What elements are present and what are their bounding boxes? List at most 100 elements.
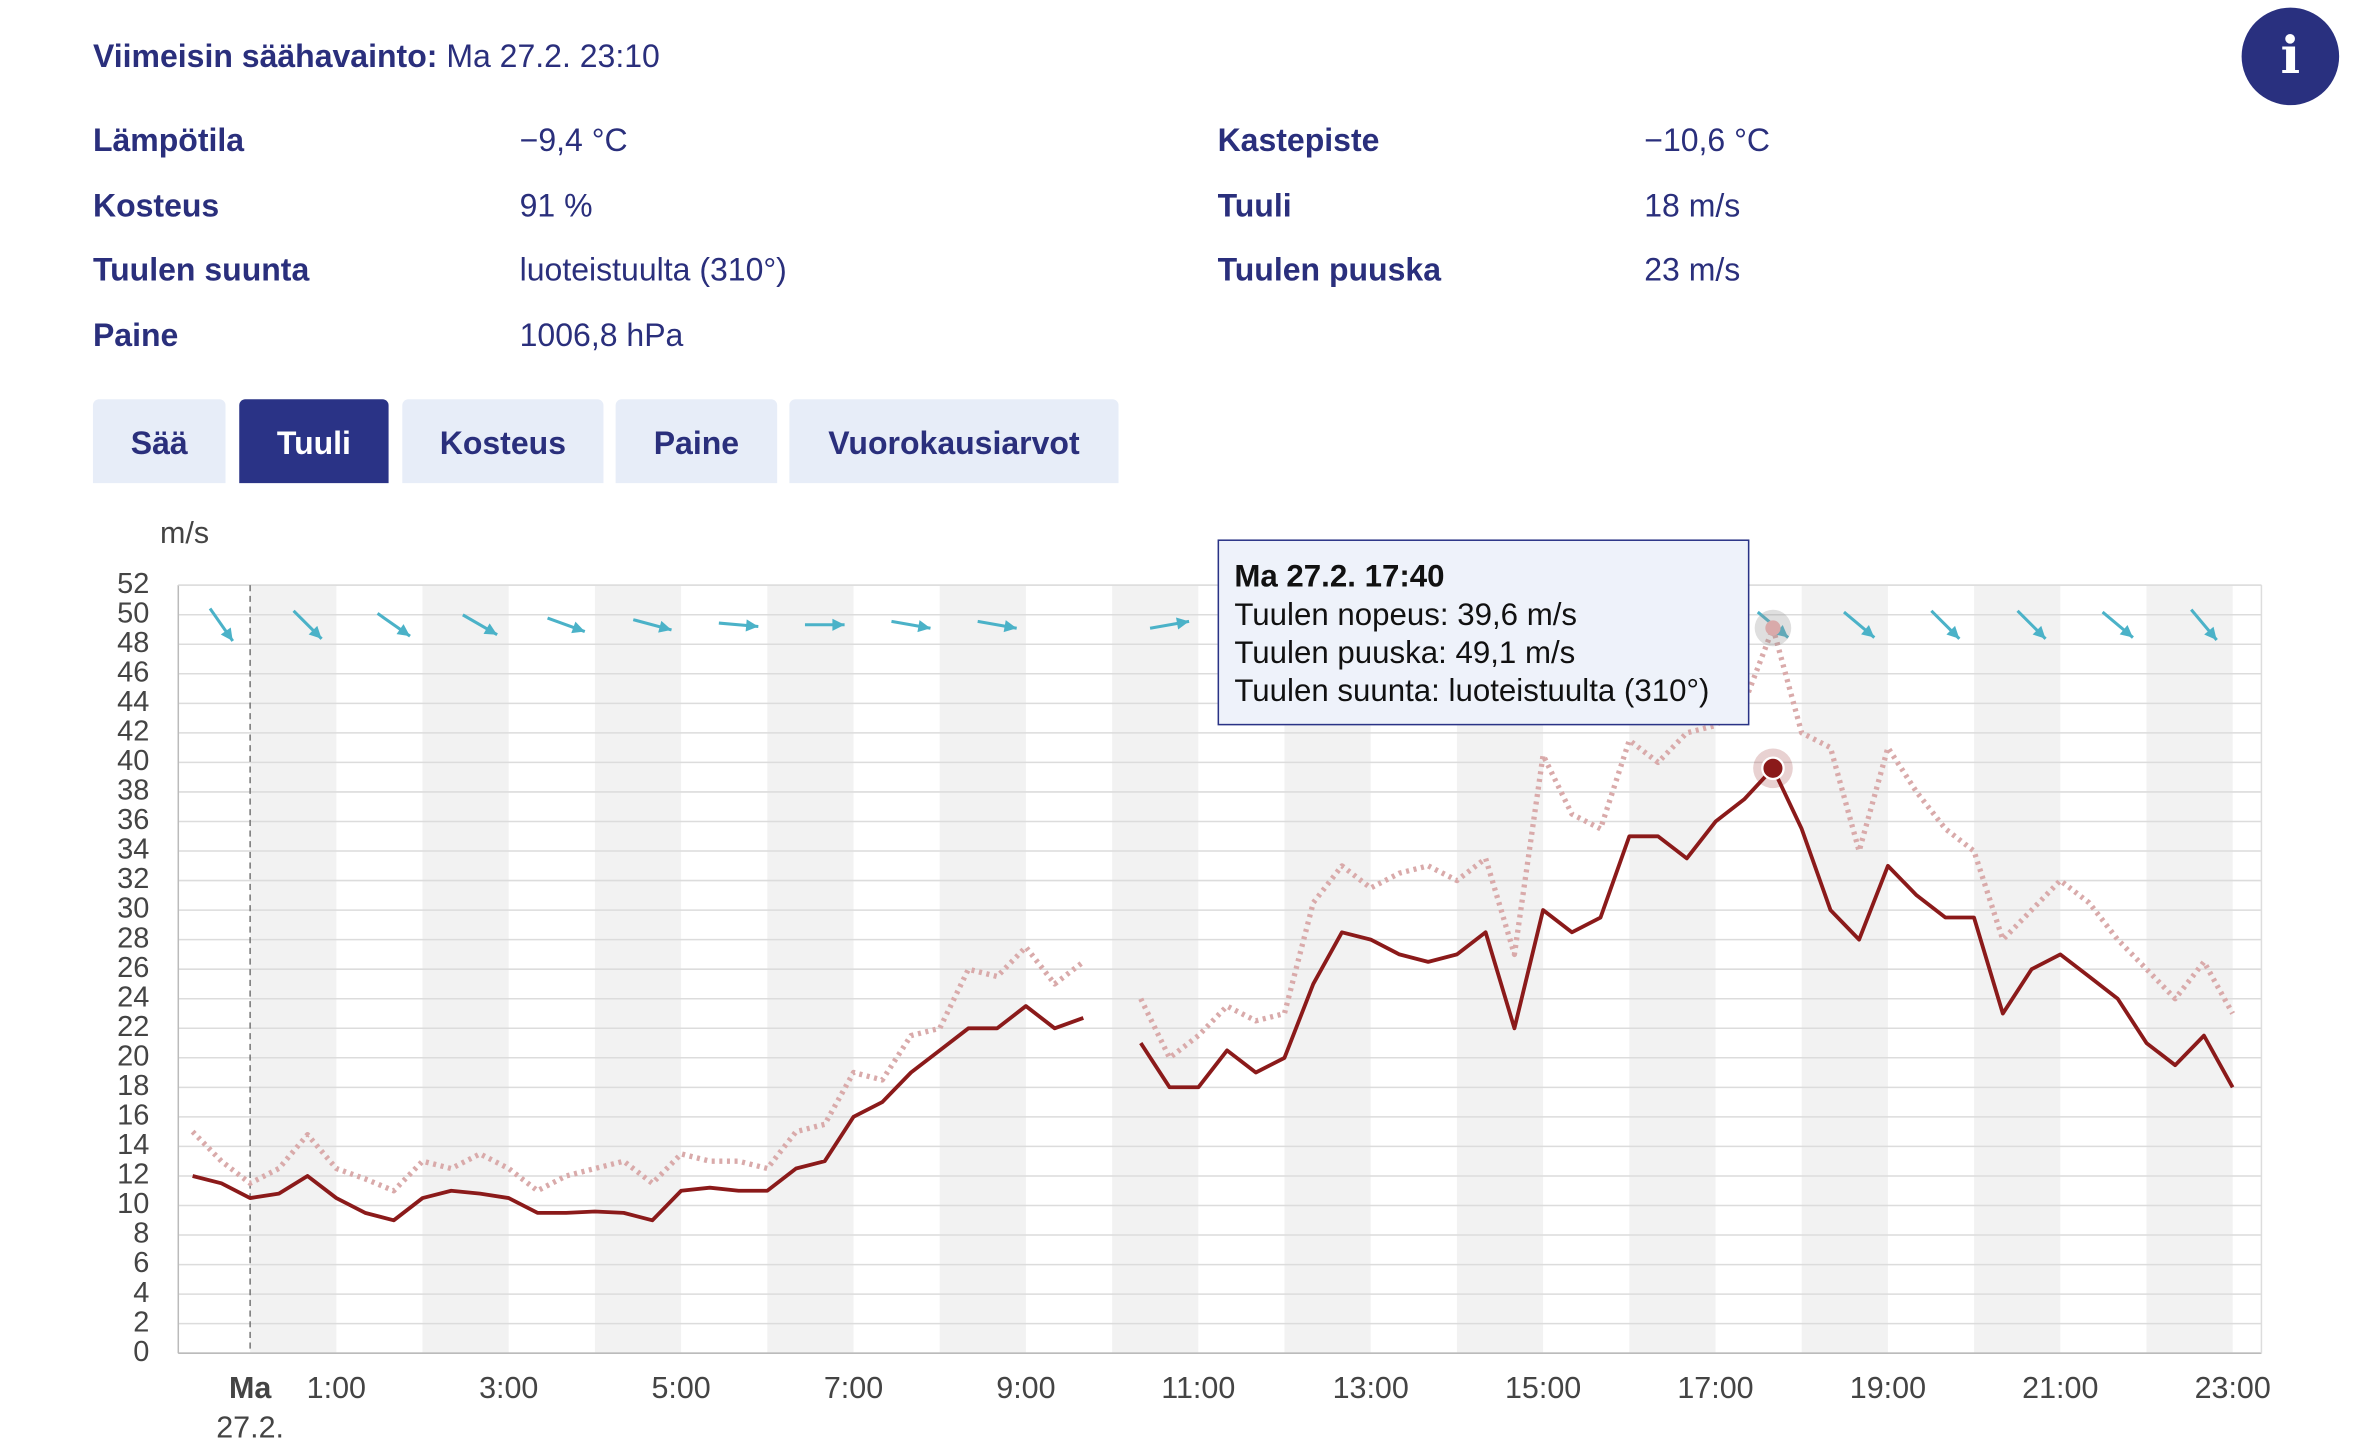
x-tick-label: 5:00 — [651, 1371, 710, 1405]
x-tick-label: 15:00 — [1505, 1371, 1581, 1405]
arrow-head — [308, 625, 322, 639]
wind-arrow — [292, 609, 323, 640]
info-button[interactable]: i — [2241, 7, 2340, 106]
y-tick-label: 36 — [117, 804, 149, 836]
y-tick-label: 0 — [133, 1336, 149, 1368]
obs-value: 1006,8 hPa — [519, 318, 684, 354]
x-tick-label: 21:00 — [2022, 1371, 2098, 1405]
tab[interactable]: Sää — [92, 399, 226, 484]
y-tick-label: 18 — [117, 1070, 149, 1102]
y-tick-label: 16 — [117, 1100, 149, 1132]
gust-line — [190, 625, 2235, 1194]
wind-arrow — [2190, 608, 2218, 641]
arrow-head — [658, 620, 672, 633]
y-tick-label: 24 — [117, 981, 149, 1013]
arrow-head — [2032, 625, 2046, 639]
day-label: 27.2. — [216, 1410, 284, 1438]
y-tick-label: 26 — [117, 952, 149, 984]
obs-value: 18 m/s — [1644, 188, 1741, 225]
arrow-head — [1946, 625, 1960, 639]
y-tick-label: 38 — [117, 775, 149, 807]
y-tick-label: 52 — [117, 568, 149, 600]
wind-arrow — [208, 607, 235, 642]
wind-arrow — [1843, 610, 1876, 639]
y-tick-label: 2 — [133, 1306, 149, 1338]
day-label: Ma — [229, 1371, 272, 1405]
arrow-head — [1774, 625, 1789, 638]
tab-active[interactable]: Tuuli — [239, 399, 389, 484]
y-tick-label: 14 — [117, 1129, 149, 1161]
wind-arrow — [2101, 610, 2134, 639]
observation-time: Ma 27.2. 23:10 — [446, 39, 660, 75]
tab[interactable]: Kosteus — [402, 399, 604, 484]
speed-line — [192, 766, 2235, 1223]
x-tick-label: 19:00 — [1850, 1371, 1926, 1405]
wind-arrow — [1149, 617, 1190, 630]
arrow-head — [745, 619, 759, 632]
tooltip-line: Tuulen suunta: luoteistuulta (310°) — [1234, 673, 1710, 709]
obs-value: 91 % — [519, 188, 593, 225]
y-tick-label: 42 — [117, 716, 149, 748]
obs-value: luoteistuulta (310°) — [519, 252, 787, 289]
obs-label: Tuulen puuska — [1217, 252, 1442, 289]
y-tick-label: 20 — [117, 1040, 149, 1072]
obs-value: −10,6 °C — [1644, 123, 1771, 159]
x-tick-label: 13:00 — [1333, 1371, 1409, 1405]
tooltip: Ma 27.2. 17:40 Tuulen nopeus: 39,6 m/s T… — [1217, 539, 1750, 726]
wind-arrow — [718, 619, 759, 632]
wind-arrow — [977, 619, 1017, 633]
y-tick-label: 44 — [117, 686, 149, 718]
arrow-head — [483, 623, 498, 635]
tab[interactable]: Paine — [615, 399, 778, 484]
hover-point — [1761, 756, 1785, 781]
y-tick-label: 6 — [133, 1247, 149, 1279]
arrow-head — [1861, 625, 1875, 638]
arrow-head — [832, 618, 845, 631]
y-tick-label: 22 — [117, 1011, 149, 1043]
observation-label: Viimeisin säähavainto: — [92, 39, 438, 75]
y-axis-label: m/s — [160, 516, 209, 550]
x-tick-label: 9:00 — [996, 1371, 1055, 1405]
y-tick-label: 30 — [117, 893, 149, 925]
obs-value: 23 m/s — [1644, 252, 1741, 289]
x-tick-label: 23:00 — [2195, 1371, 2271, 1405]
x-tick-label: 11:00 — [1161, 1371, 1235, 1405]
arrow-head — [1176, 617, 1190, 630]
arrow-head — [2204, 626, 2217, 640]
hover-point — [1765, 620, 1781, 636]
y-tick-label: 46 — [117, 656, 149, 688]
wind-arrow — [632, 618, 672, 633]
obs-label: Tuuli — [1217, 188, 1292, 225]
wind-arrow — [1930, 609, 1961, 640]
y-tick-label: 4 — [133, 1277, 149, 1309]
arrow-head — [2119, 625, 2133, 638]
y-tick-label: 8 — [133, 1218, 149, 1250]
y-tick-label: 48 — [117, 627, 149, 659]
tooltip-title: Ma 27.2. 17:40 — [1234, 559, 1445, 595]
tab[interactable]: Vuorokausiarvot — [789, 399, 1119, 484]
wind-arrow — [376, 612, 411, 638]
x-tick-label: 3:00 — [479, 1371, 538, 1405]
y-tick-label: 40 — [117, 745, 149, 777]
obs-label: Kastepiste — [1217, 123, 1380, 159]
y-tick-label: 28 — [117, 922, 149, 954]
arrow-head — [1003, 620, 1017, 633]
wind-arrow — [804, 618, 845, 631]
y-tick-label: 32 — [117, 863, 149, 895]
obs-label: Paine — [92, 318, 179, 354]
obs-value: −9,4 °C — [519, 123, 628, 159]
wind-arrow — [462, 613, 498, 637]
obs-label: Lämpötila — [92, 123, 245, 159]
tooltip-line: Tuulen puuska: 49,1 m/s — [1234, 635, 1576, 671]
x-tick-label: 1:00 — [307, 1371, 366, 1405]
y-tick-label: 10 — [117, 1188, 149, 1220]
y-tick-label: 50 — [117, 597, 149, 629]
arrow-head — [917, 620, 931, 633]
wind-arrow — [547, 616, 586, 634]
obs-label: Kosteus — [92, 188, 220, 225]
y-tick-label: 12 — [117, 1159, 149, 1191]
